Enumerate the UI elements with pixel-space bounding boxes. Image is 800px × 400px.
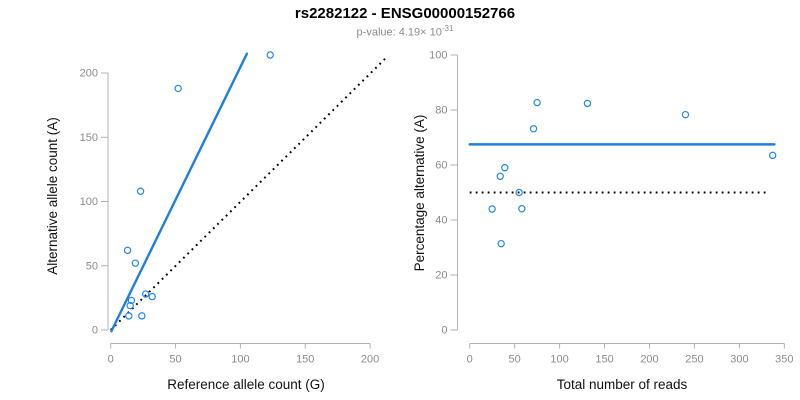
x-tick-label: 50 <box>509 354 521 366</box>
y-tick-label: 20 <box>435 270 447 282</box>
data-point <box>127 296 136 305</box>
figure-title: rs2282122 - ENSG00000152766 <box>294 5 516 22</box>
x-tick-label: 350 <box>775 354 793 366</box>
x-tick-label: 200 <box>361 354 379 366</box>
left-y-axis-title: Alternative allele count (A) <box>45 117 60 275</box>
data-point <box>136 187 145 195</box>
fit-line <box>110 52 249 333</box>
x-tick-label: 300 <box>730 354 748 366</box>
data-point <box>533 98 541 107</box>
x-tick-label: 100 <box>550 354 568 366</box>
y-tick-label: 200 <box>80 68 98 80</box>
data-point <box>148 292 156 301</box>
left-x-axis-title: Reference allele count (G) <box>167 377 325 392</box>
x-tick-label: 0 <box>467 354 473 366</box>
left-scatter-panel: Reference allele count (G) Alternative a… <box>45 51 386 392</box>
data-point <box>125 312 133 320</box>
data-point <box>515 188 523 197</box>
x-tick-label: 200 <box>640 354 658 366</box>
data-point <box>497 239 505 248</box>
x-tick-label: 0 <box>108 354 114 366</box>
p-value-text: p-value: 4.19× 10 <box>356 26 442 39</box>
x-tick-label: 50 <box>169 354 181 366</box>
data-point <box>583 99 592 108</box>
y-tick-label: 150 <box>80 132 98 144</box>
x-tick-label: 150 <box>595 354 613 366</box>
y-tick-label: 40 <box>435 215 447 227</box>
data-point <box>142 290 150 298</box>
data-point <box>266 51 274 59</box>
y-tick-label: 60 <box>435 160 447 172</box>
y-tick-label: 80 <box>435 105 447 117</box>
right-x-axis-title: Total number of reads <box>557 377 688 392</box>
y-tick-label: 0 <box>441 325 447 337</box>
data-point <box>681 110 690 119</box>
right-y-axis-title: Percentage alternative (A) <box>412 115 427 272</box>
data-point <box>768 151 777 160</box>
data-point <box>496 172 504 180</box>
y-tick-label: 100 <box>429 50 447 62</box>
x-tick-label: 250 <box>685 354 703 366</box>
data-point <box>529 124 538 133</box>
data-point <box>138 312 146 320</box>
data-point <box>488 205 496 213</box>
data-point <box>131 259 140 267</box>
data-point <box>501 164 509 172</box>
figure-subtitle: p-value: 4.19× 10-31 <box>0 24 800 39</box>
y-tick-label: 50 <box>86 260 98 272</box>
data-point <box>123 246 132 255</box>
data-point <box>518 205 526 213</box>
p-value-exponent: -31 <box>441 24 454 33</box>
data-point <box>126 301 134 310</box>
y-tick-label: 100 <box>80 196 98 208</box>
x-tick-label: 150 <box>296 354 314 366</box>
data-point <box>174 84 182 93</box>
x-tick-label: 100 <box>231 354 249 366</box>
identity-line <box>109 58 386 331</box>
y-tick-label: 0 <box>92 325 98 337</box>
right-scatter-panel: Total number of reads Percentage alterna… <box>412 50 794 393</box>
